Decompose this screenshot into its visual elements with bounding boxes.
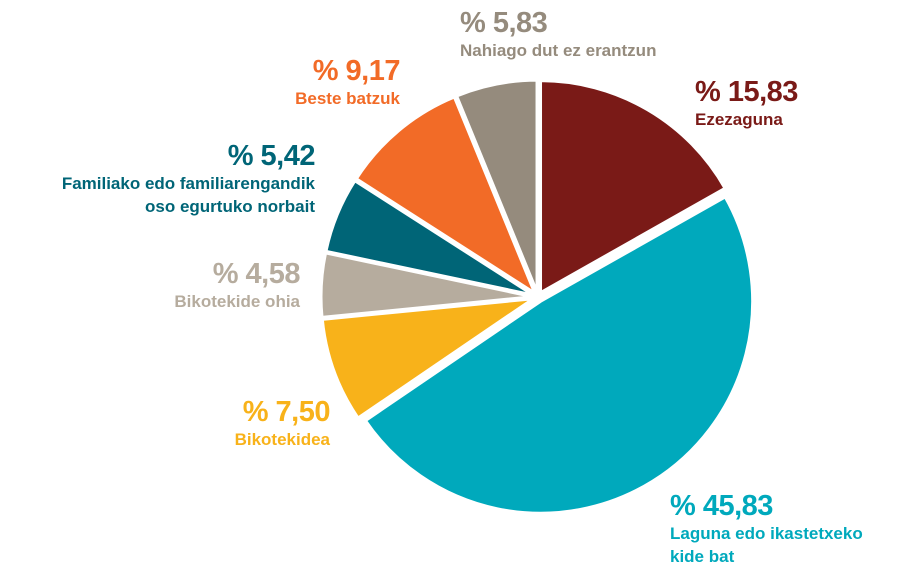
slice-label: % 5,83 Nahiago dut ez erantzun [460, 7, 656, 62]
slice-label: % 15,83 Ezezaguna [695, 76, 798, 131]
category-label: Ezezaguna [695, 110, 783, 129]
category-label: Laguna edo ikastetxeko kide bat [670, 524, 863, 566]
slice-label: % 5,42 Familiako edo familiarengandik oso… [61, 140, 316, 218]
value-label: % 15,83 [695, 76, 798, 108]
pie-slice [455, 78, 539, 294]
value-label: % 5,42 [227, 140, 316, 172]
slice-label: % 7,50 Bikotekidea [234, 396, 331, 451]
slice-label: % 45,83 Laguna edo ikastetxeko kide bat [670, 490, 863, 568]
pie-slice [324, 179, 535, 297]
pie-slice [319, 251, 535, 319]
pie-slice [539, 79, 727, 295]
category-label: Familiako edo familiarengandik oso egurt… [61, 174, 315, 216]
pie-slice [320, 297, 535, 420]
category-label: Nahiago dut ez erantzun [460, 41, 657, 60]
value-label: % 5,83 [460, 7, 548, 39]
category-label: Beste batzuk [295, 89, 400, 108]
value-label: % 45,83 [670, 490, 773, 522]
pie-slice [354, 95, 537, 295]
pie-slice [363, 195, 755, 515]
value-label: % 4,58 [212, 258, 301, 290]
category-label: Bikotekide ohia [174, 292, 300, 311]
slice-label: % 9,17 Beste batzuk [295, 55, 400, 110]
value-label: % 7,50 [242, 396, 331, 428]
value-label: % 9,17 [312, 55, 401, 87]
category-label: Bikotekidea [234, 430, 330, 449]
slice-label: % 4,58 Bikotekide ohia [174, 258, 300, 313]
